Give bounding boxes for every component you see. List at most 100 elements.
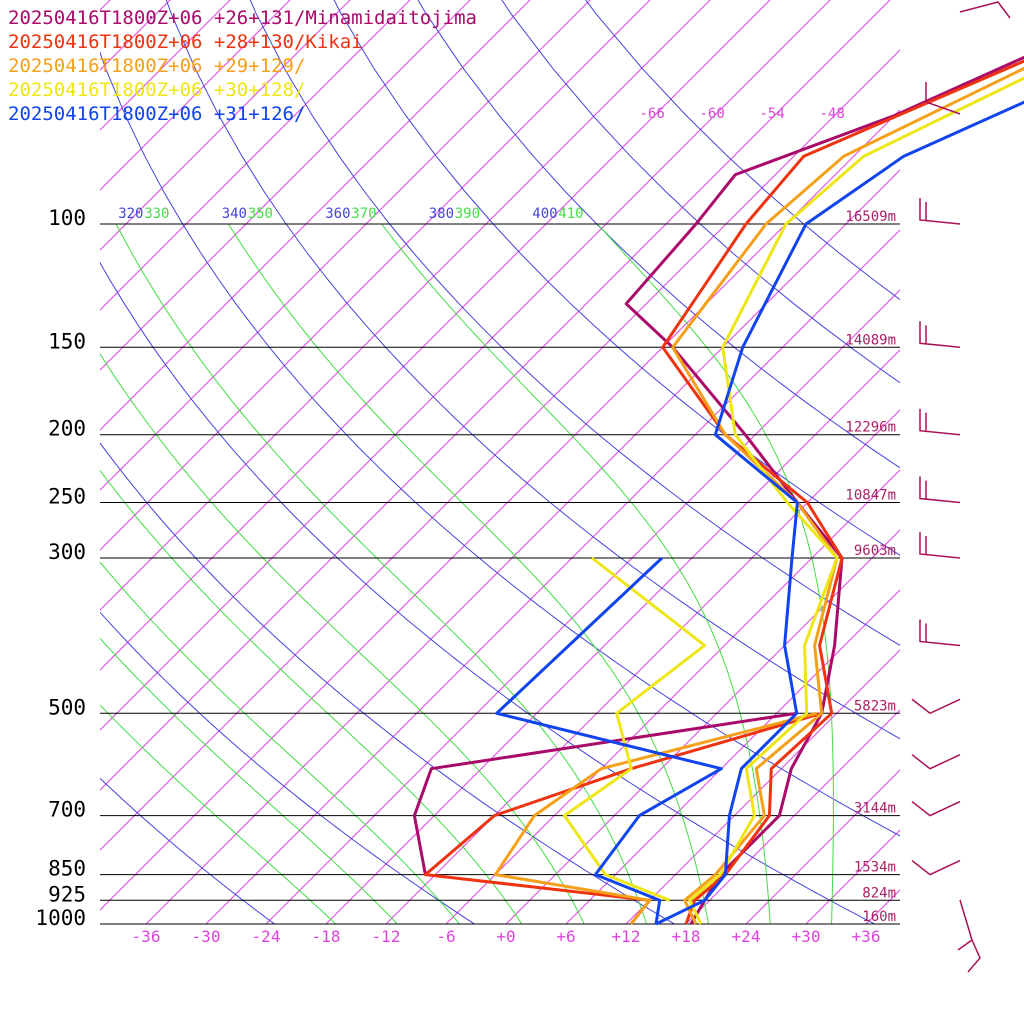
dry-adiabat-line [100, 261, 876, 924]
moist-adiabat-line [381, 223, 771, 924]
isotherm-line [100, 0, 291, 191]
wind-barb [957, 899, 981, 973]
legend-entry: 20250416T1800Z+06 +29+129/ [8, 55, 305, 77]
dry-adiabat-line [333, 0, 900, 556]
isotherm-line [205, 229, 900, 924]
isotherm-line [445, 469, 900, 924]
wind-barb [911, 754, 961, 770]
pressure-label-150: 150 [48, 329, 86, 353]
theta-label-370: 370 [351, 206, 376, 222]
wind-barb-staff [911, 800, 961, 817]
wind-barb [919, 408, 961, 436]
legend-entry: 20250416T1800Z+06 +26+131/Minamidaitojim… [8, 7, 477, 29]
wind-barb [919, 619, 961, 647]
pressure-label-700: 700 [48, 798, 86, 822]
isotherm-line [100, 49, 900, 851]
moist-adiabat-line [100, 704, 337, 924]
legend-entry: 20250416T1800Z+06 +30+128/ [8, 79, 305, 101]
wind-barb-staff [919, 198, 961, 225]
wind-barb-staff [911, 859, 961, 876]
profiles [412, 55, 1024, 926]
isotherms [0, 0, 900, 924]
moist-adiabat-line [115, 223, 648, 924]
theta-label-320: 320 [118, 206, 143, 222]
wind-barb-staff [919, 321, 961, 349]
isotherm-line [325, 349, 900, 924]
isotherm-line [100, 0, 171, 71]
isotherm-line [100, 0, 771, 671]
pressure-label-500: 500 [48, 695, 86, 719]
isotherm-line [0, 0, 69, 924]
isotherm-line [100, 109, 900, 911]
isotherm-line [100, 0, 111, 11]
moist-adiabat-line [100, 561, 461, 924]
profile-temp-line [624, 55, 1024, 925]
moist-adiabat-line [100, 352, 585, 924]
moist-adiabat-line [597, 223, 834, 924]
wind-barb [919, 321, 961, 349]
height-label-850: 1534m [854, 860, 896, 876]
isotherm-line [100, 0, 351, 251]
isotherm-label: -54 [759, 106, 784, 122]
height-label-500: 5823m [854, 698, 896, 714]
height-label-300: 9603m [854, 543, 896, 559]
isotherm-line [100, 0, 411, 311]
dry-adiabat-line [100, 611, 476, 924]
theta-label-390: 390 [455, 206, 480, 222]
height-labels: 16509m 14089m 12296m 10847m 9603m 5823m 3144m 1… [845, 209, 896, 925]
theta-label-340: 340 [222, 206, 247, 222]
isotherm-line [100, 0, 531, 431]
pressure-label-1000: 1000 [35, 906, 86, 930]
x-tick-label: +24 [732, 927, 761, 946]
isotherm-line [685, 709, 900, 924]
dry-adiabat-line [417, 0, 900, 469]
wind-barb [911, 800, 961, 817]
pressure-label-300: 300 [48, 540, 86, 564]
theta-label-330: 330 [144, 206, 169, 222]
theta-label-380: 380 [429, 206, 454, 222]
isotherm-line [100, 0, 711, 611]
wind-barb [911, 698, 961, 715]
isotherm-line [385, 409, 900, 924]
profile-dewpoint-line [562, 556, 707, 902]
isotherm-line [805, 829, 900, 924]
isotherm-line [0, 0, 9, 924]
isotherm-line [100, 0, 471, 371]
legend: 20250416T1800Z+06 +26+131/Minamidaitojim… [8, 7, 477, 125]
height-label-250: 10847m [845, 488, 896, 504]
height-label-100: 16509m [845, 209, 896, 225]
pressure-label-850: 850 [48, 857, 86, 881]
height-label-150: 14089m [845, 332, 896, 348]
wind-barb-staff [911, 754, 961, 770]
isotherm-line [100, 0, 891, 791]
height-label-200: 12296m [845, 420, 896, 436]
wind-barb-staff [957, 899, 981, 973]
x-tick-label: -36 [132, 927, 161, 946]
x-tick-label: -18 [312, 927, 341, 946]
x-tick-label: -24 [252, 927, 281, 946]
wind-barb-top [959, 1, 1011, 19]
x-tick-label: +36 [852, 927, 881, 946]
isotherm-line [565, 589, 900, 924]
profile-dewpoint-line [495, 556, 723, 925]
profile-temp-line [655, 100, 1024, 926]
profile-temp-line [671, 66, 1024, 925]
height-label-925: 824m [862, 885, 896, 901]
pressure-label-200: 200 [48, 417, 86, 441]
wind-barb [911, 859, 961, 876]
x-tick-label: +12 [612, 927, 641, 946]
theta-labels: 320 330 340 350 360 370 380 390 400 410 [118, 206, 583, 222]
x-tick-labels: -36 -30 -24 -18 -12 -6 +0 +6 +12 +18 +24 +30 +36 [132, 927, 881, 946]
wind-barb-staff [911, 698, 961, 715]
height-label-1000: 160m [862, 909, 896, 925]
wind-barb-top [925, 82, 961, 115]
x-tick-label: +6 [556, 927, 575, 946]
dry-adiabat-line [100, 442, 676, 924]
wind-barb [919, 531, 961, 559]
wind-barb [919, 476, 961, 504]
x-tick-label: -6 [436, 927, 455, 946]
legend-entry: 20250416T1800Z+06 +31+126/ [8, 103, 305, 125]
isotherm-line [100, 0, 651, 551]
